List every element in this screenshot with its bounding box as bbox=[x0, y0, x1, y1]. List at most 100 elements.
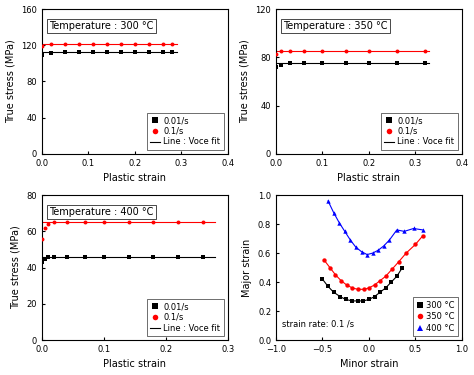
Point bbox=[393, 48, 401, 54]
Point bbox=[421, 48, 428, 54]
Point bbox=[61, 49, 69, 55]
Point bbox=[38, 259, 46, 265]
Point bbox=[38, 52, 46, 58]
Point bbox=[44, 254, 52, 260]
Point bbox=[50, 219, 58, 225]
Point bbox=[419, 233, 427, 239]
Point bbox=[341, 228, 348, 234]
Point bbox=[41, 225, 49, 231]
Point bbox=[324, 198, 332, 204]
Point bbox=[100, 219, 108, 225]
Point bbox=[150, 219, 157, 225]
Y-axis label: True stress (MPa): True stress (MPa) bbox=[11, 226, 21, 309]
Point bbox=[319, 48, 326, 54]
Legend: 0.01/s, 0.1/s, Line : Voce fit: 0.01/s, 0.1/s, Line : Voce fit bbox=[381, 113, 458, 150]
Point bbox=[272, 51, 280, 57]
Point bbox=[131, 41, 138, 47]
X-axis label: Plastic strain: Plastic strain bbox=[337, 173, 401, 183]
Point bbox=[324, 284, 332, 290]
Point bbox=[419, 227, 427, 233]
Point bbox=[103, 49, 111, 55]
Point bbox=[365, 285, 373, 291]
Legend: 0.01/s, 0.1/s, Line : Voce fit: 0.01/s, 0.1/s, Line : Voce fit bbox=[146, 113, 224, 150]
Point bbox=[199, 254, 207, 260]
Point bbox=[388, 266, 396, 272]
Point bbox=[174, 219, 182, 225]
Point bbox=[358, 249, 365, 255]
Point bbox=[319, 60, 326, 66]
Point bbox=[75, 49, 83, 55]
Point bbox=[332, 272, 339, 278]
Point bbox=[361, 286, 368, 292]
Point bbox=[145, 41, 153, 47]
Point bbox=[63, 254, 71, 260]
Point bbox=[343, 282, 350, 288]
Text: Temperature : 350 °C: Temperature : 350 °C bbox=[283, 21, 388, 31]
Point bbox=[41, 255, 49, 261]
Point bbox=[277, 48, 284, 54]
Point bbox=[131, 49, 138, 55]
Point bbox=[348, 298, 356, 304]
Point bbox=[342, 48, 349, 54]
Y-axis label: True stress (MPa): True stress (MPa) bbox=[240, 40, 250, 123]
Point bbox=[363, 252, 371, 258]
Point bbox=[117, 49, 125, 55]
Y-axis label: True stress (MPa): True stress (MPa) bbox=[6, 40, 16, 123]
Point bbox=[382, 273, 390, 279]
Point bbox=[342, 297, 349, 303]
Point bbox=[337, 294, 344, 300]
Point bbox=[371, 294, 378, 300]
Point bbox=[38, 236, 46, 242]
Point bbox=[320, 257, 328, 263]
Point bbox=[47, 41, 55, 47]
Point bbox=[89, 41, 97, 47]
Point bbox=[174, 254, 182, 260]
Point bbox=[374, 247, 382, 253]
X-axis label: Plastic strain: Plastic strain bbox=[103, 360, 166, 369]
Point bbox=[326, 265, 334, 271]
Point bbox=[330, 210, 337, 216]
Point bbox=[342, 60, 349, 66]
Point bbox=[89, 49, 97, 55]
Point bbox=[63, 219, 71, 225]
Point bbox=[100, 254, 108, 260]
Point bbox=[354, 286, 362, 292]
Point bbox=[346, 237, 354, 243]
Point bbox=[61, 41, 69, 47]
Point bbox=[286, 48, 294, 54]
Y-axis label: Major strain: Major strain bbox=[242, 238, 252, 297]
Point bbox=[50, 254, 58, 260]
Point bbox=[75, 41, 83, 47]
Point bbox=[393, 273, 401, 279]
Point bbox=[286, 60, 294, 66]
Point bbox=[44, 221, 52, 227]
Point bbox=[199, 219, 207, 225]
Point bbox=[352, 244, 360, 250]
Point bbox=[387, 279, 395, 285]
Point bbox=[371, 282, 378, 288]
Point bbox=[47, 50, 55, 55]
Point bbox=[168, 41, 176, 47]
X-axis label: Minor strain: Minor strain bbox=[340, 360, 398, 369]
Point bbox=[337, 278, 345, 284]
Point bbox=[336, 220, 343, 226]
Point bbox=[401, 228, 408, 234]
Point bbox=[82, 254, 89, 260]
Point bbox=[103, 41, 111, 47]
Point bbox=[145, 49, 153, 55]
Point bbox=[360, 298, 367, 304]
Legend: 0.01/s, 0.1/s, Line : Voce fit: 0.01/s, 0.1/s, Line : Voce fit bbox=[146, 299, 224, 336]
Point bbox=[376, 289, 384, 295]
Point bbox=[159, 49, 166, 55]
Point bbox=[125, 254, 132, 260]
Point bbox=[354, 298, 362, 304]
Text: Temperature : 300 °C: Temperature : 300 °C bbox=[49, 21, 154, 31]
Point bbox=[117, 41, 125, 47]
Point bbox=[168, 49, 176, 55]
Point bbox=[365, 297, 373, 303]
Point bbox=[272, 64, 280, 70]
Point bbox=[300, 60, 308, 66]
Point bbox=[380, 243, 388, 249]
Point bbox=[125, 219, 132, 225]
Point bbox=[277, 62, 284, 68]
